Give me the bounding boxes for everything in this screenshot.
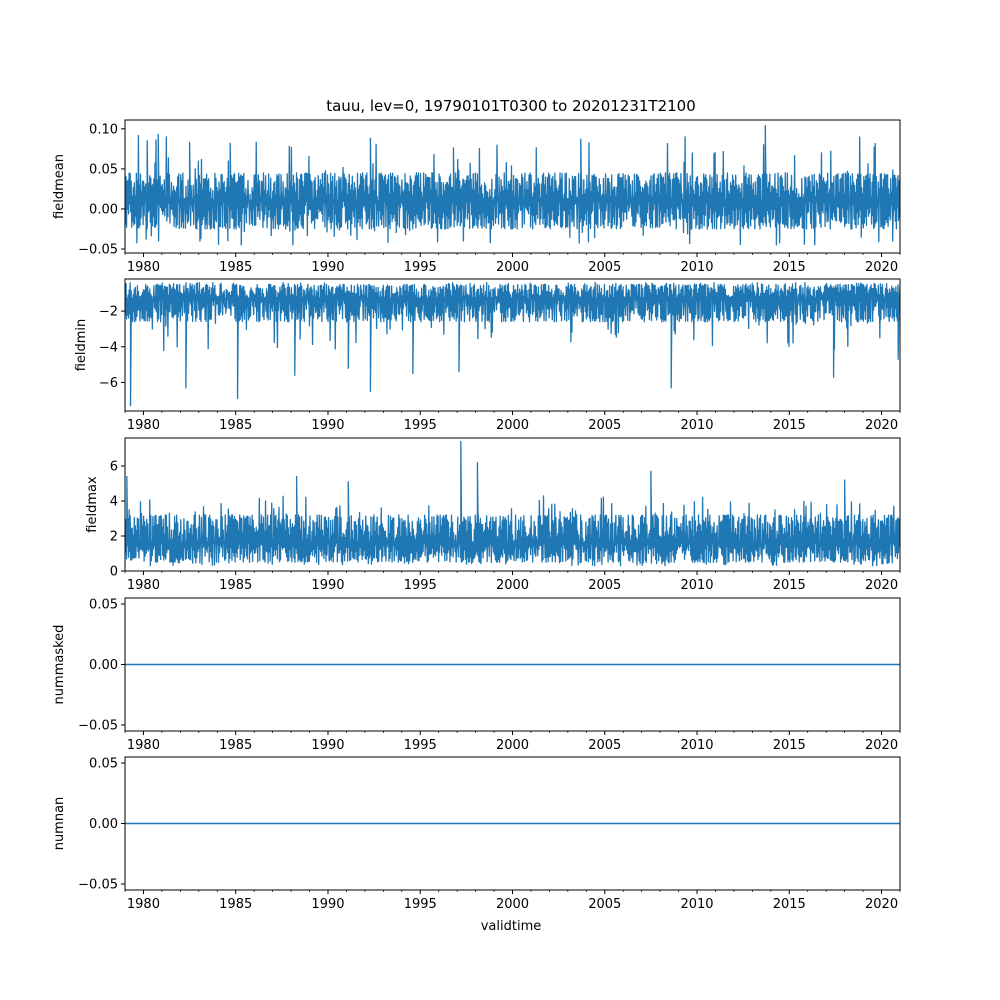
y-tick-label: −4 [99, 340, 118, 355]
x-tick-label: 1995 [404, 578, 437, 593]
x-tick-label: 2015 [773, 260, 806, 275]
x-tick-label: 2015 [773, 418, 806, 433]
y-tick-label: 0.10 [89, 122, 118, 137]
x-tick-label: 2020 [865, 897, 898, 912]
series-line-fieldmean [125, 124, 900, 246]
x-tick-label: 2005 [588, 418, 621, 433]
y-tick-label: 0.05 [89, 598, 118, 613]
y-tick-label: 0.00 [89, 817, 118, 832]
x-tick-label: 1985 [219, 260, 252, 275]
y-tick-label: −0.05 [78, 877, 118, 892]
y-axis-label-nummasked: nummasked [52, 625, 67, 705]
x-tick-label: 2010 [680, 578, 713, 593]
x-tick-label: 2010 [680, 738, 713, 753]
x-tick-label: 1995 [404, 260, 437, 275]
x-tick-label: 2010 [680, 897, 713, 912]
x-tick-label: 1980 [127, 418, 160, 433]
x-tick-label: 1980 [127, 738, 160, 753]
x-tick-label: 1985 [219, 418, 252, 433]
x-tick-label: 1990 [311, 260, 344, 275]
y-tick-label: 6 [110, 460, 118, 475]
x-tick-label: 1990 [311, 897, 344, 912]
y-tick-label: −2 [99, 305, 118, 320]
x-tick-label: 2000 [496, 260, 529, 275]
x-tick-label: 2020 [865, 578, 898, 593]
x-tick-label: 2005 [588, 260, 621, 275]
x-tick-label: 1995 [404, 897, 437, 912]
x-tick-label: 2010 [680, 260, 713, 275]
x-tick-label: 1995 [404, 418, 437, 433]
x-tick-label: 1985 [219, 897, 252, 912]
panel-nummasked: −0.05 0.00 0.05 1980 1985 1990 1995 2000 2005 201… [52, 597, 901, 753]
y-tick-label: −0.05 [78, 242, 118, 257]
x-tick-label: 2005 [588, 578, 621, 593]
x-tick-label: 2000 [496, 738, 529, 753]
x-tick-label: 2000 [496, 897, 529, 912]
x-tick-label: 2015 [773, 897, 806, 912]
x-tick-label: 1980 [127, 260, 160, 275]
x-tick-label: 2015 [773, 738, 806, 753]
x-tick-label: 2020 [865, 418, 898, 433]
x-tick-label: 2010 [680, 418, 713, 433]
x-tick-label: 2000 [496, 578, 529, 593]
y-tick-label: 0 [110, 565, 118, 580]
x-tick-label: 1995 [404, 738, 437, 753]
y-tick-label: 0.00 [89, 658, 118, 673]
x-tick-label: 2015 [773, 578, 806, 593]
y-axis-label-numnan: numnan [52, 797, 67, 851]
y-axis-label-fieldmin: fieldmin [74, 319, 89, 372]
x-tick-label: 1985 [219, 738, 252, 753]
panel-numnan: −0.05 0.00 0.05 1980 1985 1990 1995 2000 2005 201… [52, 756, 901, 912]
x-tick-label: 1990 [311, 738, 344, 753]
y-axis-label-fieldmean: fieldmean [52, 154, 67, 219]
x-tick-label: 2005 [588, 738, 621, 753]
x-tick-label: 2005 [588, 897, 621, 912]
chart-title: tauu, lev=0, 19790101T0300 to 20201231T2… [326, 97, 696, 115]
y-tick-label: 4 [110, 495, 118, 510]
y-tick-label: −0.05 [78, 718, 118, 733]
x-tick-label: 1990 [311, 418, 344, 433]
y-tick-label: −6 [99, 376, 118, 391]
y-axis-label-fieldmax: fieldmax [85, 476, 100, 533]
x-tick-label: 1990 [311, 578, 344, 593]
panel-fieldmax: 0 2 4 6 1980 1985 1990 1995 2000 2005 2010 2015 2020… [85, 437, 901, 593]
y-tick-label: 0.00 [89, 202, 118, 217]
panel-fieldmin: −6 −4 −2 1980 1985 1990 1995 2000 2005 2010 2015 20… [74, 278, 901, 433]
series-line-fieldmin [125, 281, 900, 407]
series-line-fieldmax [125, 440, 900, 567]
y-tick-label: 0.05 [89, 757, 118, 772]
y-tick-label: 0.05 [89, 162, 118, 177]
x-tick-label: 2020 [865, 260, 898, 275]
x-tick-label: 1980 [127, 578, 160, 593]
x-tick-label: 2020 [865, 738, 898, 753]
x-tick-label: 1985 [219, 578, 252, 593]
y-tick-label: 2 [110, 530, 118, 545]
panel-fieldmean: −0.05 0.00 0.05 0.10 1980 1985 1990 1995 2000 200… [52, 119, 901, 275]
x-tick-label: 2000 [496, 418, 529, 433]
x-axis-label: validtime [481, 919, 542, 934]
x-tick-label: 1980 [127, 897, 160, 912]
